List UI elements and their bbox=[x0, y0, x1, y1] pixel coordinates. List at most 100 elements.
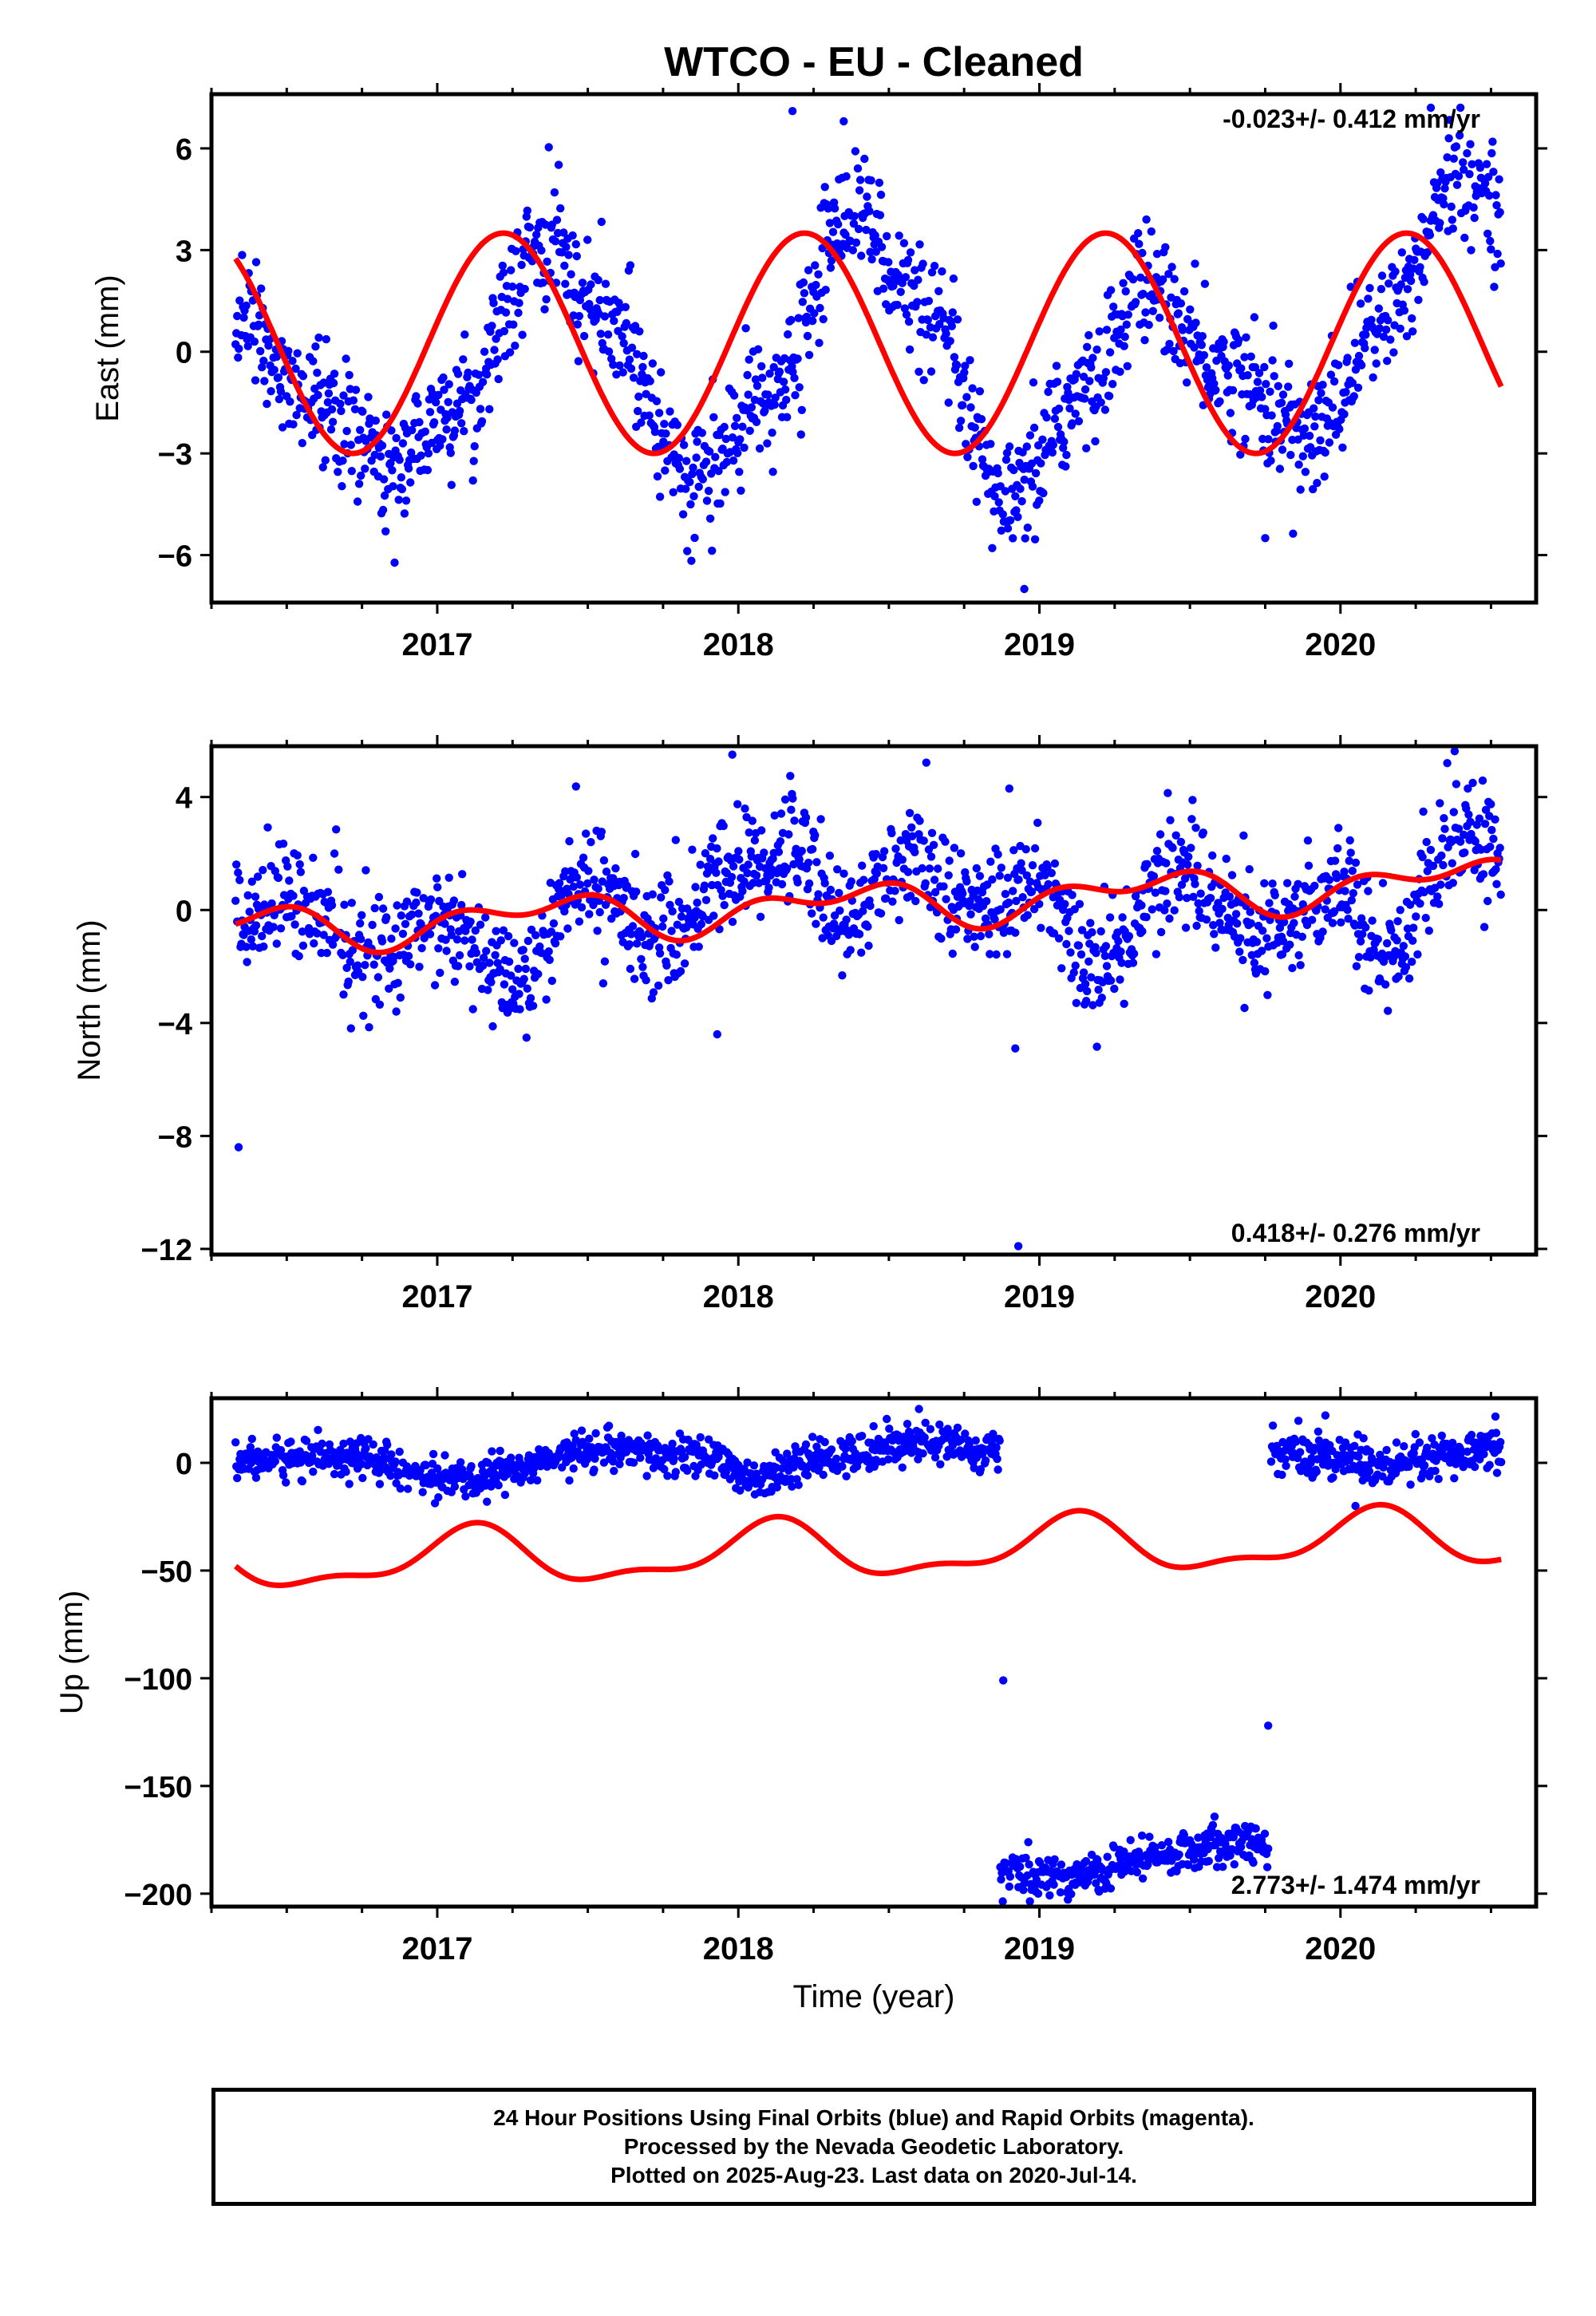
data-point bbox=[1018, 448, 1027, 456]
y-tick-label: 0 bbox=[176, 895, 192, 928]
data-point bbox=[458, 870, 467, 879]
data-point bbox=[1251, 1824, 1260, 1833]
data-point bbox=[733, 449, 742, 457]
data-point bbox=[1022, 442, 1032, 451]
data-point bbox=[830, 204, 839, 213]
data-point bbox=[1240, 353, 1249, 362]
data-point bbox=[1137, 901, 1146, 910]
data-point bbox=[1017, 496, 1026, 506]
data-point bbox=[457, 900, 466, 910]
data-point bbox=[397, 484, 406, 494]
data-point bbox=[346, 1437, 354, 1446]
data-point bbox=[590, 1465, 598, 1474]
data-point bbox=[259, 356, 268, 366]
data-point bbox=[327, 405, 337, 414]
data-point bbox=[915, 240, 924, 249]
data-point bbox=[260, 377, 269, 385]
data-point bbox=[413, 888, 421, 897]
data-point bbox=[841, 1445, 850, 1453]
data-point bbox=[358, 407, 367, 416]
data-point bbox=[782, 395, 791, 405]
data-point bbox=[1168, 844, 1177, 852]
data-point bbox=[871, 850, 881, 859]
outlier-point bbox=[728, 750, 737, 759]
data-point bbox=[745, 1480, 753, 1489]
data-point bbox=[417, 451, 425, 460]
data-point bbox=[1156, 830, 1165, 839]
data-point bbox=[836, 906, 844, 915]
data-point bbox=[1329, 1473, 1337, 1482]
data-point bbox=[593, 927, 602, 935]
data-point bbox=[342, 354, 350, 363]
data-point bbox=[1002, 950, 1012, 958]
data-point bbox=[467, 1462, 476, 1471]
data-point bbox=[373, 973, 383, 982]
data-point bbox=[394, 496, 403, 504]
data-point bbox=[389, 482, 397, 491]
data-point bbox=[235, 344, 243, 354]
data-point bbox=[760, 406, 769, 415]
data-point bbox=[1117, 958, 1126, 967]
data-point bbox=[1353, 880, 1362, 889]
data-point bbox=[1483, 896, 1492, 906]
data-point bbox=[1009, 887, 1017, 895]
data-point bbox=[682, 456, 691, 465]
data-point bbox=[1279, 918, 1289, 927]
data-point bbox=[500, 1490, 510, 1500]
data-point bbox=[1097, 994, 1107, 1002]
data-point bbox=[992, 1443, 1001, 1452]
data-point bbox=[633, 350, 642, 358]
data-point bbox=[353, 497, 362, 506]
data-point bbox=[812, 919, 820, 928]
data-point bbox=[793, 354, 802, 363]
data-point bbox=[1178, 326, 1187, 334]
data-point bbox=[1084, 330, 1093, 340]
data-point bbox=[1226, 409, 1235, 417]
data-point bbox=[1409, 923, 1418, 932]
data-point bbox=[1303, 836, 1313, 845]
data-point bbox=[918, 1449, 927, 1458]
data-point bbox=[561, 279, 570, 288]
data-point bbox=[1011, 492, 1020, 500]
data-point bbox=[455, 951, 464, 960]
data-point bbox=[1086, 919, 1095, 927]
data-point bbox=[1465, 170, 1474, 179]
y-tick-label: −200 bbox=[124, 1879, 192, 1912]
data-point bbox=[1100, 951, 1110, 961]
data-point bbox=[1408, 936, 1417, 945]
data-point bbox=[1286, 940, 1294, 949]
data-point bbox=[1337, 918, 1345, 927]
data-point bbox=[972, 864, 982, 873]
data-point bbox=[1486, 842, 1495, 852]
data-point bbox=[921, 879, 930, 888]
data-point bbox=[418, 1488, 427, 1496]
data-point bbox=[1223, 371, 1233, 380]
data-point bbox=[1029, 423, 1039, 433]
data-point bbox=[696, 1433, 705, 1442]
data-point bbox=[1435, 899, 1444, 908]
data-point bbox=[849, 219, 859, 228]
data-point bbox=[381, 527, 390, 536]
data-point bbox=[994, 1465, 1002, 1474]
data-point bbox=[936, 1460, 945, 1469]
data-point bbox=[619, 338, 628, 348]
data-point bbox=[1491, 815, 1499, 824]
data-point bbox=[609, 1457, 618, 1466]
data-point bbox=[1289, 529, 1298, 538]
data-point bbox=[361, 464, 369, 473]
data-point bbox=[387, 1450, 396, 1459]
data-point bbox=[402, 897, 412, 906]
data-point bbox=[924, 296, 934, 306]
data-point bbox=[1301, 468, 1310, 476]
data-point bbox=[1350, 338, 1360, 347]
data-point bbox=[356, 919, 365, 928]
data-point bbox=[1329, 377, 1339, 386]
data-point bbox=[334, 468, 342, 476]
data-point bbox=[1235, 335, 1243, 345]
data-point bbox=[433, 883, 442, 891]
data-point bbox=[1141, 308, 1150, 317]
data-point bbox=[1044, 387, 1053, 397]
data-point bbox=[720, 422, 729, 432]
data-point bbox=[841, 230, 850, 239]
up-points bbox=[231, 1405, 1506, 1906]
